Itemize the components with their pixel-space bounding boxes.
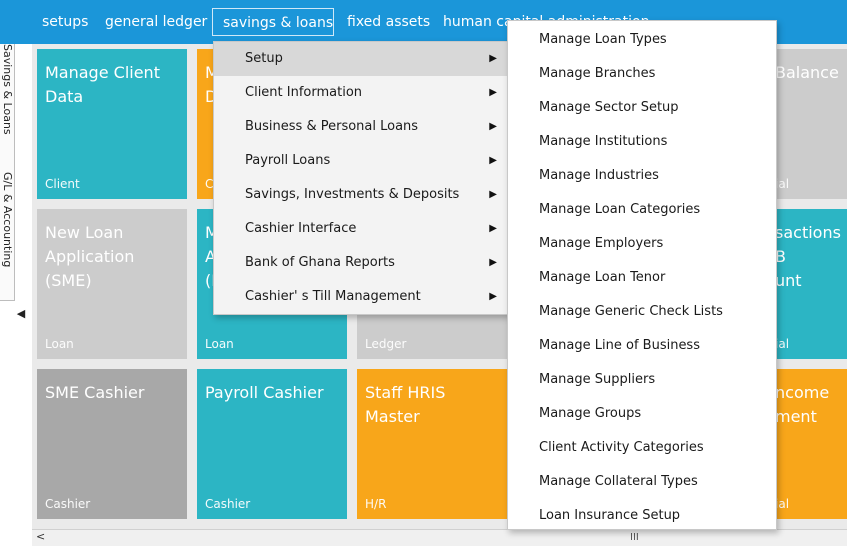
submenu-item-label: Setup xyxy=(245,51,283,66)
menu-setups[interactable]: setups xyxy=(42,14,89,30)
setup-item-manage-loan-tenor[interactable]: Manage Loan Tenor xyxy=(539,270,666,285)
submenu-item-bank-of-ghana-reports[interactable]: Bank of Ghana Reports ▶ xyxy=(214,246,509,280)
tab-savings-loans-label: Savings & Loans xyxy=(1,44,14,135)
tile-category: Client xyxy=(45,177,80,191)
tab-savings-loans[interactable]: Savings & Loans xyxy=(0,44,15,173)
scroll-grip-icon[interactable]: III xyxy=(630,532,639,543)
submenu-item-label: Payroll Loans xyxy=(245,153,331,168)
setup-item-loan-insurance-setup[interactable]: Loan Insurance Setup xyxy=(539,508,681,523)
setup-item-manage-collateral-types[interactable]: Manage Collateral Types xyxy=(539,474,698,489)
submenu-item-label: Cashier' s Till Management xyxy=(245,289,421,304)
savings-loans-submenu: Setup ▶ Client Information ▶ Business & … xyxy=(213,41,510,315)
setup-item-manage-employers[interactable]: Manage Employers xyxy=(539,236,664,251)
setup-item-manage-industries[interactable]: Manage Industries xyxy=(539,168,659,183)
setup-item-manage-loan-types[interactable]: Manage Loan Types xyxy=(539,32,667,47)
submenu-item-label: Cashier Interface xyxy=(245,221,357,236)
setup-item-manage-sector-setup[interactable]: Manage Sector Setup xyxy=(539,100,679,115)
submenu-item-label: Business & Personal Loans xyxy=(245,119,419,134)
submenu-item-setup[interactable]: Setup ▶ xyxy=(214,42,509,76)
tile-category: Cashier xyxy=(45,497,91,511)
submenu-item-client-information[interactable]: Client Information ▶ xyxy=(214,76,509,110)
tile-title: Staff HRIS Master xyxy=(365,383,446,426)
tile-category: Loan xyxy=(45,337,74,351)
submenu-item-label: Client Information xyxy=(245,85,363,100)
tile-category: Cashier xyxy=(205,497,251,511)
tile-title: ncome ment xyxy=(775,383,830,426)
tile-title: New Loan Application (SME) xyxy=(45,223,135,290)
submenu-item-label: Bank of Ghana Reports xyxy=(245,255,395,270)
arrow-right-icon: ▶ xyxy=(489,291,497,302)
arrow-right-icon: ▶ xyxy=(489,87,497,98)
tile-new-loan-application-sme[interactable]: New Loan Application (SME) Loan xyxy=(37,209,187,359)
tile-sme-cashier[interactable]: SME Cashier Cashier xyxy=(37,369,187,519)
scroll-left-arrow-icon[interactable]: < xyxy=(36,530,46,543)
tab-gl-accounting[interactable]: G/L & Accounting xyxy=(0,172,15,301)
setup-item-manage-line-of-business[interactable]: Manage Line of Business xyxy=(539,338,700,353)
left-tab-strip: Savings & Loans G/L & Accounting ◀ xyxy=(0,44,33,529)
tile-category: H/R xyxy=(365,497,387,511)
tile-title: SME Cashier xyxy=(45,383,145,402)
tile-category: ial xyxy=(775,497,790,511)
tile-transactions[interactable]: sactions B unt ial xyxy=(767,209,847,359)
tile-title: Payroll Cashier xyxy=(205,383,324,402)
tile-title: Balance xyxy=(775,63,839,82)
submenu-item-cashiers-till-management[interactable]: Cashier' s Till Management ▶ xyxy=(214,280,509,314)
setup-submenu: Manage Loan Types Manage Branches Manage… xyxy=(507,20,777,530)
tile-title: Manage Client Data xyxy=(45,63,160,106)
arrow-right-icon: ▶ xyxy=(489,257,497,268)
menu-fixed-assets[interactable]: fixed assets xyxy=(347,14,431,30)
tile-title: sactions B unt xyxy=(775,223,841,290)
setup-item-client-activity-categories[interactable]: Client Activity Categories xyxy=(539,440,704,455)
tile-manage-client-data[interactable]: Manage Client Data Client xyxy=(37,49,187,199)
tile-payroll-cashier[interactable]: Payroll Cashier Cashier xyxy=(197,369,347,519)
tile-income-statement[interactable]: ncome ment ial xyxy=(767,369,847,519)
submenu-item-cashier-interface[interactable]: Cashier Interface ▶ xyxy=(214,212,509,246)
setup-item-manage-institutions[interactable]: Manage Institutions xyxy=(539,134,668,149)
setup-item-manage-loan-categories[interactable]: Manage Loan Categories xyxy=(539,202,701,217)
tile-staff-hris-master[interactable]: Staff HRIS Master H/R xyxy=(357,369,507,519)
tile-balance[interactable]: Balance ial xyxy=(767,49,847,199)
arrow-right-icon: ▶ xyxy=(489,189,497,200)
submenu-item-savings-investments-deposits[interactable]: Savings, Investments & Deposits ▶ xyxy=(214,178,509,212)
arrow-right-icon: ▶ xyxy=(489,155,497,166)
tile-category: ial xyxy=(775,337,790,351)
arrow-right-icon: ▶ xyxy=(489,121,497,132)
tile-category: Ledger xyxy=(365,337,407,351)
submenu-item-label: Savings, Investments & Deposits xyxy=(245,187,460,202)
scroll-left-icon[interactable]: ◀ xyxy=(16,307,26,320)
submenu-item-business-personal-loans[interactable]: Business & Personal Loans ▶ xyxy=(214,110,509,144)
arrow-right-icon: ▶ xyxy=(489,53,497,64)
tile-category: C xyxy=(205,177,214,191)
menu-savings-loans[interactable]: savings & loans xyxy=(212,8,334,36)
horizontal-scrollbar[interactable]: < III xyxy=(32,529,847,546)
menu-general-ledger[interactable]: general ledger xyxy=(105,14,208,30)
setup-item-manage-groups[interactable]: Manage Groups xyxy=(539,406,642,421)
tab-gl-accounting-label: G/L & Accounting xyxy=(1,172,14,268)
setup-item-manage-generic-check-lists[interactable]: Manage Generic Check Lists xyxy=(539,304,723,319)
submenu-item-payroll-loans[interactable]: Payroll Loans ▶ xyxy=(214,144,509,178)
arrow-right-icon: ▶ xyxy=(489,223,497,234)
tile-category: ial xyxy=(775,177,790,191)
setup-item-manage-suppliers[interactable]: Manage Suppliers xyxy=(539,372,656,387)
setup-item-manage-branches[interactable]: Manage Branches xyxy=(539,66,656,81)
tile-category: Loan xyxy=(205,337,234,351)
